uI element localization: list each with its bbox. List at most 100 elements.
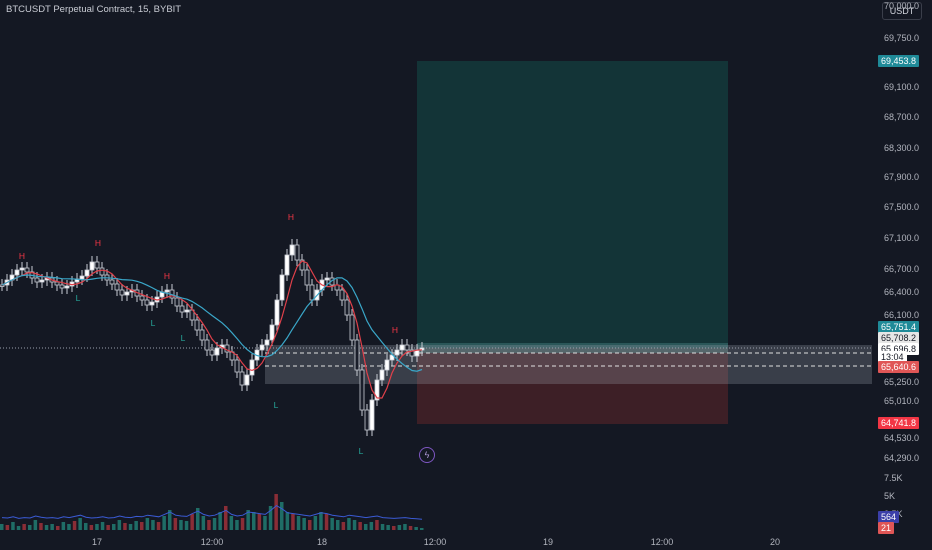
entry-band [417, 343, 728, 353]
price-tag: 69,453.8 [878, 55, 920, 67]
candle-body [94, 261, 100, 269]
candle-body [179, 305, 185, 313]
price-tag: 65,708.2 [878, 332, 920, 344]
volume-bar [380, 524, 385, 530]
price-tick: 68,700.0 [884, 112, 920, 122]
price-tick: 67,100.0 [884, 233, 920, 243]
time-tick: 12:00 [650, 537, 674, 547]
candle-body [0, 284, 5, 287]
volume-bar [196, 508, 200, 530]
candle-body [34, 277, 40, 283]
volume-bar [84, 523, 88, 530]
candle-body [194, 319, 200, 331]
candle-body [119, 289, 125, 296]
time-tick: 12:00 [200, 537, 224, 547]
volume-bar [22, 524, 26, 530]
volume-bar [319, 512, 323, 530]
volume-bar [28, 525, 32, 530]
volume-ma-line [1, 504, 423, 520]
volume-bar [246, 510, 250, 530]
volume-tick: 5K [884, 491, 896, 501]
volume-bar [173, 518, 178, 530]
time-tick: 20 [769, 537, 781, 547]
candle-body [64, 285, 70, 289]
candle-body [384, 359, 390, 371]
volume-bar [347, 518, 351, 530]
time-axis[interactable]: 17 12:00 18 12:00 19 12:00 20 [0, 534, 872, 550]
price-tick: 70,000.0 [884, 1, 920, 11]
candle-body [84, 269, 90, 277]
volume-bar [224, 506, 228, 530]
symbol-title[interactable]: BTCUSDT Perpetual Contract, 15, BYBIT [6, 4, 182, 15]
candle-body [174, 297, 180, 307]
volume-bar [0, 524, 4, 530]
volume-tag: 21 [878, 522, 895, 534]
price-tick: 69,100.0 [884, 82, 920, 92]
volume-bar [5, 525, 10, 530]
volume-bar [240, 518, 245, 530]
candle-body [89, 261, 95, 271]
price-tag: 13:04 [878, 351, 907, 363]
time-tick: 17 [91, 537, 103, 547]
volume-bar [285, 512, 290, 530]
volume-bar [100, 522, 105, 530]
volume-bar [296, 516, 301, 530]
volume-bar [330, 518, 334, 530]
volume-bar [112, 524, 116, 530]
price-axis[interactable]: 70,000.0 69,750.0 69,100.0 68,700.0 68,300.0… [872, 0, 932, 538]
volume-bar [207, 520, 211, 530]
ema-slow-line [1, 274, 423, 372]
price-tick: 66,700.0 [884, 264, 920, 274]
volume-bar [257, 514, 262, 530]
volume-bar [67, 524, 71, 530]
candle-body [59, 284, 65, 289]
volume-bar [341, 522, 346, 530]
price-tag: 65,640.6 [878, 361, 920, 373]
price-tick: 67,900.0 [884, 172, 920, 182]
price-tick: 64,530.0 [884, 433, 920, 443]
price-chart[interactable] [0, 0, 872, 534]
volume-bar [106, 525, 110, 530]
volume-bar [397, 525, 402, 530]
candle-body [364, 409, 370, 431]
volume-bar [218, 512, 222, 530]
candle-body [209, 349, 215, 356]
volume-bar [72, 521, 77, 530]
candle-body [204, 339, 210, 351]
candle-body [139, 295, 145, 301]
candle-body [164, 289, 170, 293]
volume-bar [408, 526, 413, 530]
volume-bar [151, 520, 155, 530]
price-tick: 66,100.0 [884, 310, 920, 320]
ema-fast-line [1, 260, 423, 399]
volume-tag: 564 [878, 511, 900, 523]
time-tick: 12:00 [423, 537, 447, 547]
lightning-icon[interactable]: ϟ [419, 447, 435, 463]
price-tick: 65,250.0 [884, 377, 920, 387]
volume-bar [16, 526, 21, 530]
candle-body [379, 369, 385, 381]
candle-body [239, 371, 245, 386]
candle-body [304, 269, 310, 286]
price-tick: 64,290.0 [884, 453, 920, 463]
candle-body [284, 254, 290, 276]
pivot-high-label: H [287, 212, 295, 222]
volume-bar [392, 526, 396, 530]
volume-bar [364, 524, 368, 530]
candle-body [199, 329, 205, 341]
candle-body [234, 359, 240, 373]
candle-body [14, 269, 20, 276]
candle-body [114, 283, 120, 291]
volume-bar [235, 520, 239, 530]
candle-body [24, 267, 30, 273]
currency-button[interactable]: USDT [882, 2, 922, 20]
volume-bar [162, 516, 166, 530]
candle-body [409, 349, 415, 357]
volume-bar [78, 518, 82, 530]
volume-bar [134, 521, 138, 530]
volume-bar [336, 520, 340, 530]
candle-body [299, 259, 305, 271]
volume-bar [201, 516, 206, 530]
pivot-low-label: L [75, 293, 81, 303]
candle-body [369, 399, 375, 431]
